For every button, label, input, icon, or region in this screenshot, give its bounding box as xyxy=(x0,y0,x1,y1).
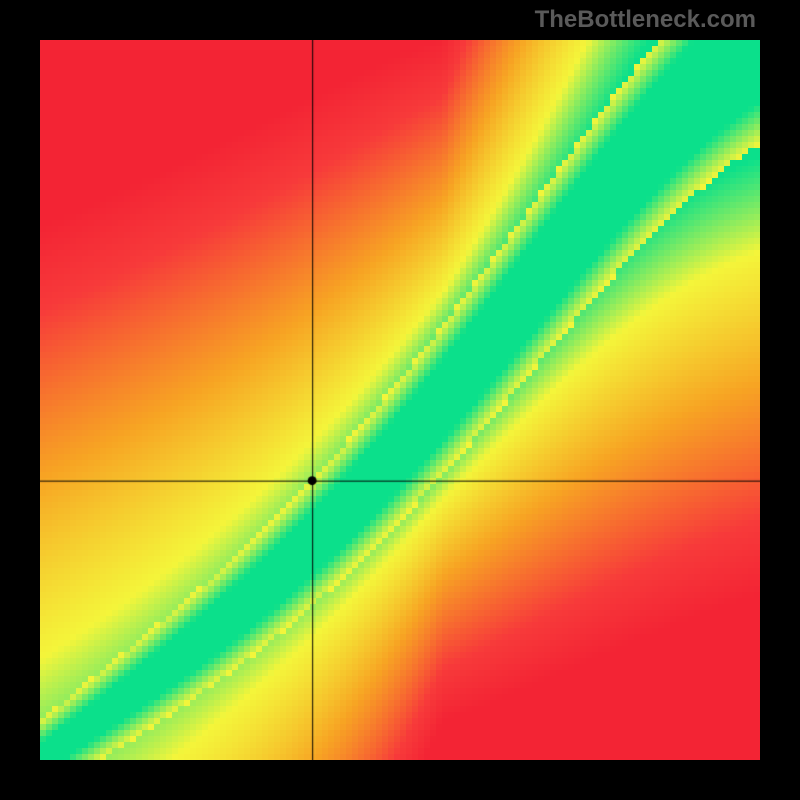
attribution-text: TheBottleneck.com xyxy=(535,6,756,34)
chart-container: TheBottleneck.com xyxy=(0,0,800,800)
heatmap-canvas xyxy=(40,40,760,760)
